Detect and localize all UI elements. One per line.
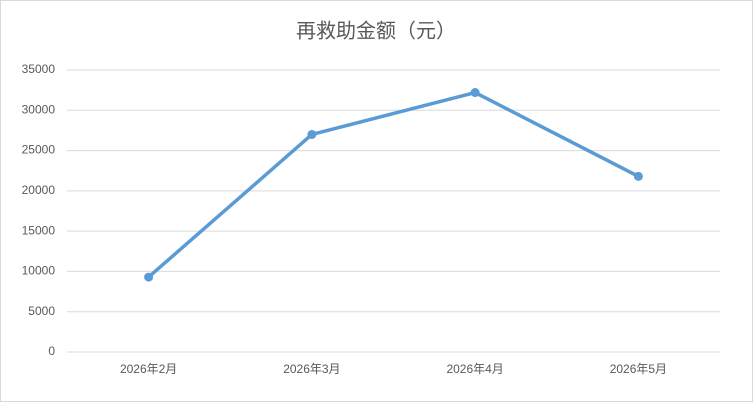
series-line [146,90,641,279]
x-tick-label: 2026年5月 [610,362,667,376]
chart-title: 再救助金额（元） [296,19,456,42]
y-tick-label: 20000 [22,183,56,197]
x-tick-label: 2026年2月 [120,362,177,376]
y-tick-label: 5000 [28,304,55,318]
y-tick-label: 0 [48,344,55,358]
point-marker [144,272,154,282]
x-tick-label: 2026年4月 [446,362,503,376]
y-tick-label: 30000 [22,102,56,116]
y-tick-label: 35000 [22,62,56,76]
y-tick-label: 10000 [22,264,56,278]
point-marker [470,88,480,98]
x-tick-label: 2026年3月 [283,362,340,376]
y-tick-label: 15000 [22,223,56,237]
point-marker [633,171,643,181]
point-marker [307,129,317,139]
y-tick-label: 25000 [22,143,56,157]
